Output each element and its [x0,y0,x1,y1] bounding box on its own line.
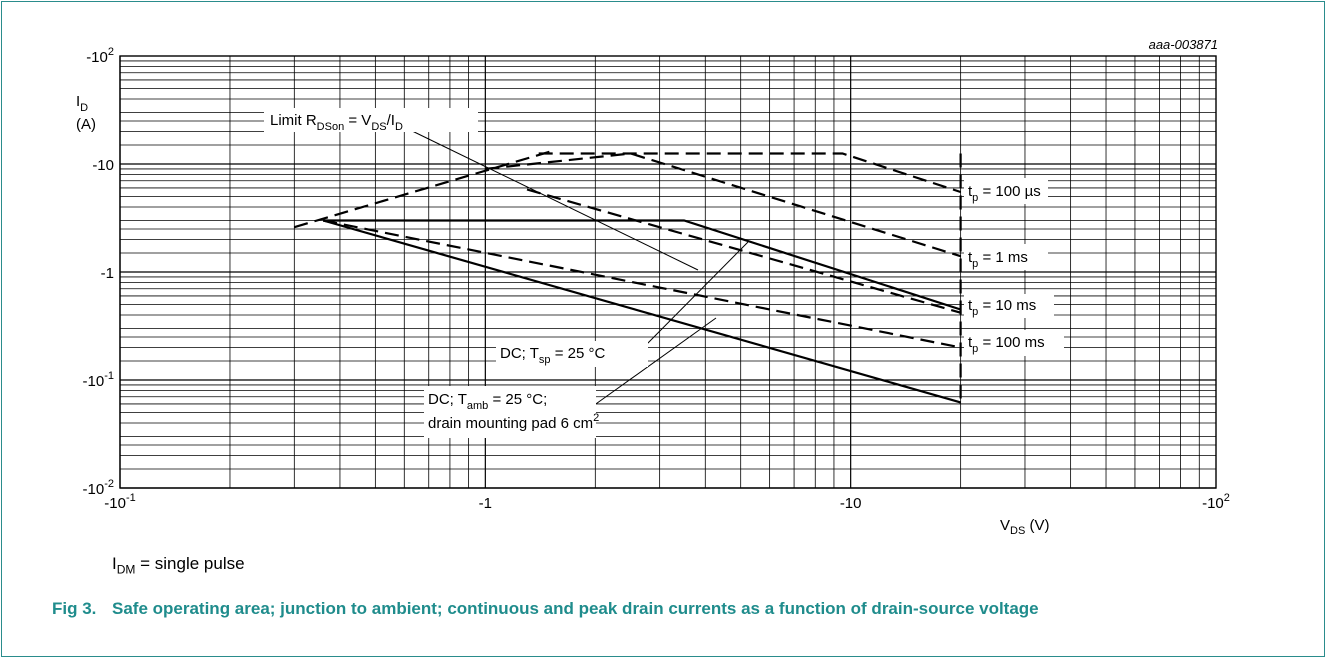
soa-chart: -10-1 -1 -10 -102-102-10-1-10-1-10-2 aaa-00… [76,37,1230,537]
annotation-limit: Limit RDSon = VDS/ID [264,108,478,133]
annotation-tp-100us: tp = 100 µs [964,178,1048,204]
pulse-note: IDM = single pulse [112,554,245,577]
annotation-tp-1ms: tp = 1 ms [964,244,1048,270]
series-line-3 [485,152,961,258]
x-tick-label: -1 [479,495,492,512]
svg-text:DC; Tsp = 25 °C: DC; Tsp = 25 °C [500,345,605,366]
annotation-tp-100ms: tp = 100 ms [964,330,1064,356]
y-axis-label: ID [76,93,88,114]
y-tick-label: -10-1 [83,370,114,390]
series-lines [293,150,962,404]
figure-code: aaa-003871 [1149,37,1218,52]
x-tick-label: -10 [840,495,862,512]
svg-text:DC; Tamb = 25 °C;: DC; Tamb = 25 °C; [428,391,547,412]
svg-text:tp = 100 µs: tp = 100 µs [968,183,1041,204]
tick-labels: -10-1 -1 -10 -102-102-10-1-10-1-10-2 [83,46,1230,512]
leader-lines [405,127,749,407]
x-tick-label: -10-1 [104,492,135,512]
annotation-tp-10ms: tp = 10 ms [964,294,1054,318]
series-line-1 [293,150,551,229]
y-tick-label: -1 [101,265,114,282]
annotation-dc-tsp: DC; Tsp = 25 °C [496,341,648,367]
svg-text:drain mounting pad 6 cm2: drain mounting pad 6 cm2 [428,412,599,432]
figure-caption: Fig 3. Safe operating area; junction to … [52,598,1312,620]
x-tick-label: -102 [1202,492,1230,512]
svg-text:tp = 100 ms: tp = 100 ms [968,334,1045,355]
annotation-dc-tamb: DC; Tamb = 25 °C; drain mounting pad 6 c… [424,386,599,438]
y-tick-label: -102 [86,46,114,66]
y-axis-unit: (A) [76,116,96,133]
series-line-7 [322,219,961,404]
y-tick-label: -10-2 [83,478,114,498]
svg-text:Limit RDSon = VDS/ID: Limit RDSon = VDS/ID [270,112,403,133]
caption-text: Safe operating area; junction to ambient… [112,599,1039,618]
series-line-2 [538,152,961,194]
plot-border [119,55,1217,489]
series-line-4 [526,188,961,314]
x-axis-label: VDS (V) [1000,517,1049,537]
svg-text:tp = 10 ms: tp = 10 ms [968,297,1036,318]
caption-number: Fig 3. [52,599,97,618]
series-line-5 [322,219,961,349]
series-line-6 [323,219,961,311]
y-tick-label: -10 [92,157,114,174]
svg-text:tp = 1 ms: tp = 1 ms [968,249,1028,270]
